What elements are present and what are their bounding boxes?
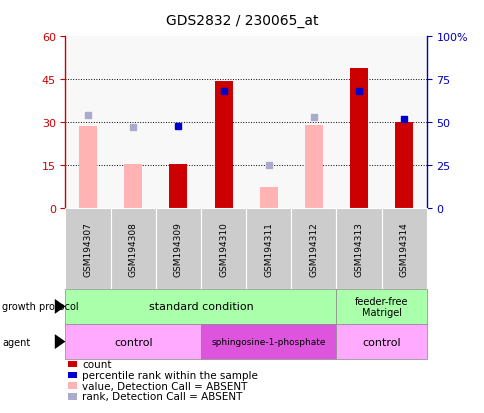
Bar bbox=[214, 81, 232, 209]
Text: growth protocol: growth protocol bbox=[2, 301, 79, 312]
Text: rank, Detection Call = ABSENT: rank, Detection Call = ABSENT bbox=[82, 392, 242, 401]
Text: GSM194309: GSM194309 bbox=[174, 221, 182, 276]
Bar bbox=[349, 69, 367, 209]
Text: sphingosine-1-phosphate: sphingosine-1-phosphate bbox=[211, 337, 325, 346]
Text: percentile rank within the sample: percentile rank within the sample bbox=[82, 370, 258, 380]
Text: standard condition: standard condition bbox=[148, 301, 253, 312]
Text: value, Detection Call = ABSENT: value, Detection Call = ABSENT bbox=[82, 381, 247, 391]
Text: GSM194313: GSM194313 bbox=[354, 221, 363, 276]
Text: GSM194308: GSM194308 bbox=[128, 221, 137, 276]
Text: GSM194314: GSM194314 bbox=[399, 221, 408, 276]
Bar bbox=[394, 123, 412, 209]
Text: feeder-free
Matrigel: feeder-free Matrigel bbox=[354, 296, 408, 318]
Text: control: control bbox=[362, 337, 400, 347]
Text: GDS2832 / 230065_at: GDS2832 / 230065_at bbox=[166, 14, 318, 28]
Bar bbox=[259, 187, 277, 209]
Text: count: count bbox=[82, 359, 112, 369]
Bar bbox=[304, 126, 322, 209]
Bar bbox=[169, 164, 187, 209]
Text: GSM194312: GSM194312 bbox=[309, 221, 318, 276]
Text: agent: agent bbox=[2, 337, 30, 347]
Text: control: control bbox=[114, 337, 152, 347]
Text: GSM194311: GSM194311 bbox=[264, 221, 272, 276]
Text: GSM194310: GSM194310 bbox=[219, 221, 227, 276]
Bar bbox=[124, 164, 142, 209]
Text: GSM194307: GSM194307 bbox=[83, 221, 92, 276]
Bar bbox=[79, 127, 97, 209]
